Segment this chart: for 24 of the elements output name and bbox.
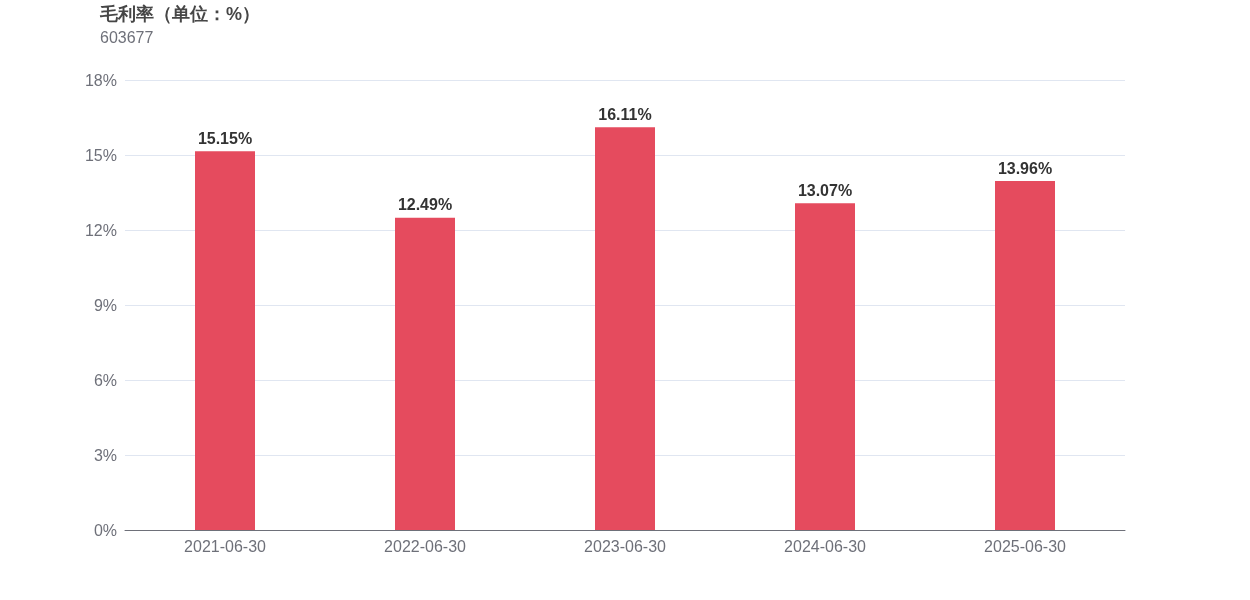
- y-tick-label: 3%: [93, 446, 117, 464]
- x-tick-label: 2023-06-30: [584, 537, 667, 555]
- x-tick-label: 2021-06-30: [184, 537, 267, 555]
- y-tick-label: 18%: [84, 71, 117, 89]
- bar: [795, 203, 855, 530]
- bar: [995, 181, 1055, 530]
- y-tick-label: 15%: [84, 146, 117, 164]
- data-label: 13.96%: [997, 159, 1053, 177]
- y-tick-label: 9%: [93, 296, 117, 314]
- data-label: 15.15%: [197, 129, 253, 147]
- bar: [395, 217, 455, 530]
- chart-title: 毛利率（单位：%）: [99, 4, 261, 24]
- data-label: 13.07%: [797, 181, 853, 199]
- y-tick-label: 12%: [84, 221, 117, 239]
- data-label: 16.11%: [598, 105, 652, 123]
- bar: [595, 127, 655, 530]
- x-tick-label: 2024-06-30: [784, 537, 867, 555]
- y-tick-label: 0%: [93, 521, 117, 539]
- x-tick-label: 2022-06-30: [384, 537, 467, 555]
- data-label: 12.49%: [397, 196, 453, 214]
- x-tick-label: 2025-06-30: [984, 537, 1067, 555]
- chart-subtitle: 603677: [100, 28, 154, 46]
- y-tick-label: 6%: [93, 371, 117, 389]
- bar: [195, 151, 255, 530]
